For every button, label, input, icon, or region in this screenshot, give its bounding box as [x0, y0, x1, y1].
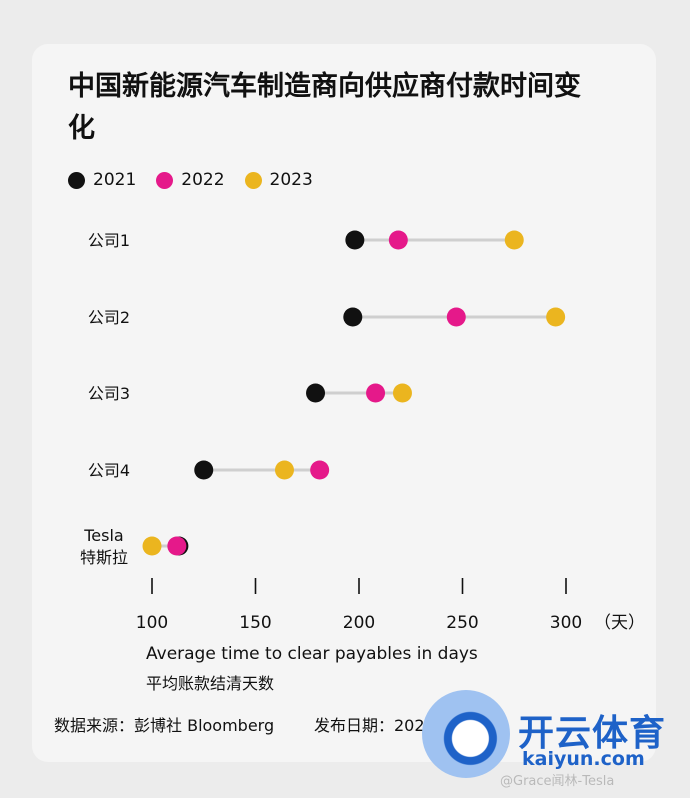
legend-item-2021: 2021 [68, 170, 136, 190]
legend-dot-2021 [68, 171, 85, 189]
legend-item-2022: 2022 [156, 170, 225, 190]
chart-legend: 2021 2022 2023 [68, 168, 333, 192]
data-point-2021 [194, 460, 214, 480]
legend-label-2023: 2023 [269, 170, 313, 190]
data-point-2022 [388, 230, 408, 250]
x-axis-title: Average time to clear payables in days [146, 644, 478, 664]
data-point-2023 [274, 460, 294, 480]
watermark-user: @Grace闻林-Tesla [500, 774, 615, 789]
legend-item-2023: 2023 [244, 170, 313, 190]
legend-label-2022: 2022 [181, 170, 225, 190]
category-label: 公司3 [88, 384, 130, 403]
x-tick-label: 100 [136, 613, 168, 633]
chart-title: 中国新能源汽车制造商向供应商付款时间变化 [68, 71, 581, 144]
data-point-2023 [504, 230, 524, 250]
data-point-2023 [546, 307, 566, 327]
data-point-2021 [343, 307, 363, 327]
category-label: 公司1 [88, 231, 130, 250]
legend-dot-2022 [156, 171, 174, 189]
category-label: 特斯拉 [80, 548, 128, 567]
data-point-2021 [306, 383, 326, 403]
x-tick-label: 250 [446, 613, 478, 633]
chart-card [32, 44, 656, 762]
data-source: 数据来源：彭博社 Bloomberg [54, 716, 275, 735]
watermark-brand: 开云体育 [518, 713, 667, 754]
category-label: 公司2 [88, 308, 130, 327]
data-point-2022 [167, 536, 187, 556]
data-point-2022 [310, 460, 330, 480]
watermark-site: kaiyun.com [522, 748, 645, 770]
watermark-logo-icon [422, 690, 510, 778]
data-point-2023 [392, 383, 412, 403]
x-tick-label: 300 [550, 613, 582, 633]
category-label: Tesla [83, 526, 123, 545]
x-unit-label: （天） [594, 613, 645, 633]
data-point-2023 [142, 536, 162, 556]
legend-label-2021: 2021 [93, 170, 137, 190]
x-tick-label: 200 [343, 613, 375, 633]
data-point-2022 [446, 307, 466, 327]
category-label: 公司4 [88, 461, 130, 480]
x-tick-label: 150 [239, 613, 271, 633]
data-point-2021 [345, 230, 365, 250]
legend-dot-2023 [244, 171, 262, 189]
data-point-2022 [366, 383, 386, 403]
x-axis-title-cn: 平均账款结清天数 [146, 674, 275, 693]
